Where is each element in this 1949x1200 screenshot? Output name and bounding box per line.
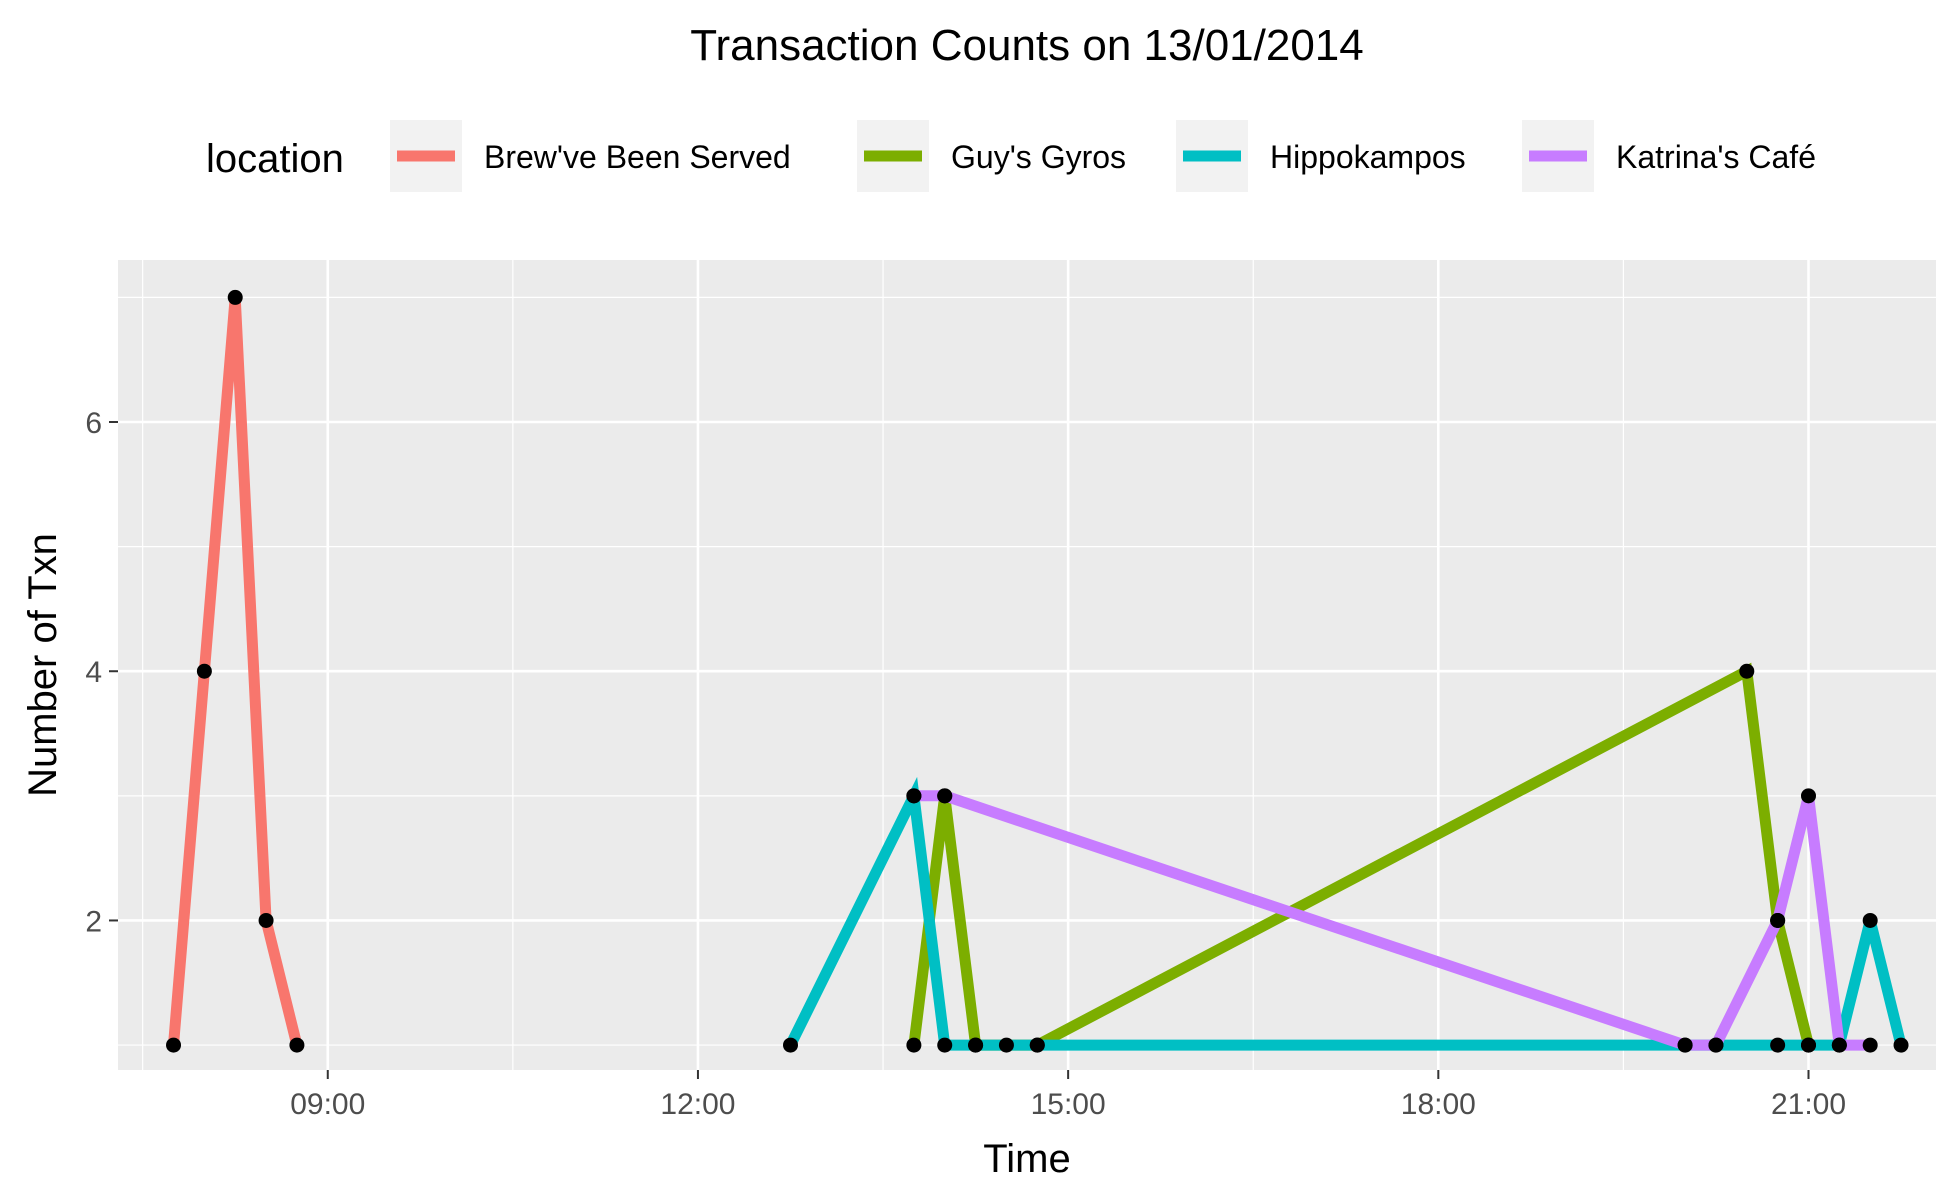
- data-point: [289, 1037, 305, 1053]
- y-axis: 2 4 6: [85, 407, 118, 938]
- data-point: [1862, 912, 1878, 928]
- legend-label: Hippokampos: [1270, 139, 1466, 175]
- legend-label: Katrina's Café: [1616, 139, 1816, 175]
- data-point: [1770, 912, 1786, 928]
- data-point: [1708, 1037, 1724, 1053]
- data-point: [1862, 1037, 1878, 1053]
- series-line-katrina-s-caf-: [913, 790, 1871, 1051]
- legend-label: Brew've Been Served: [484, 139, 791, 175]
- x-tick-label: 18:00: [1401, 1088, 1476, 1121]
- x-tick-label: 09:00: [290, 1088, 365, 1121]
- legend: location Brew've Been Served Guy's Gyros H…: [206, 120, 1816, 192]
- data-point: [998, 1037, 1014, 1053]
- legend-label: Guy's Gyros: [951, 139, 1126, 175]
- data-point: [906, 788, 922, 804]
- data-point: [1739, 663, 1755, 679]
- y-axis-title: Number of Txn: [21, 533, 65, 797]
- data-point: [782, 1037, 798, 1053]
- data-point: [1770, 1037, 1786, 1053]
- data-point: [166, 1037, 182, 1053]
- data-point: [1677, 1037, 1693, 1053]
- data-point: [1800, 788, 1816, 804]
- data-point: [227, 289, 243, 305]
- legend-title: location: [206, 137, 344, 181]
- y-tick-label: 6: [85, 407, 102, 440]
- chart-title: Transaction Counts on 13/01/2014: [690, 21, 1364, 70]
- x-tick-label: 12:00: [660, 1088, 735, 1121]
- data-point: [1029, 1037, 1045, 1053]
- data-point: [906, 1037, 922, 1053]
- y-tick-label: 2: [85, 905, 102, 938]
- data-point: [1893, 1037, 1909, 1053]
- data-point: [1831, 1037, 1847, 1053]
- x-axis: 09:00 12:00 15:00 18:00 21:00: [290, 1070, 1846, 1121]
- y-tick-label: 4: [85, 656, 102, 689]
- x-tick-label: 15:00: [1031, 1088, 1106, 1121]
- data-point: [937, 1037, 953, 1053]
- data-point: [1800, 1037, 1816, 1053]
- x-tick-label: 21:00: [1771, 1088, 1846, 1121]
- data-point: [196, 663, 212, 679]
- data-point: [937, 788, 953, 804]
- data-point: [968, 1037, 984, 1053]
- plot-panel: [118, 260, 1936, 1070]
- data-point: [258, 912, 274, 928]
- series-points: [166, 289, 1909, 1053]
- x-axis-title: Time: [983, 1137, 1070, 1181]
